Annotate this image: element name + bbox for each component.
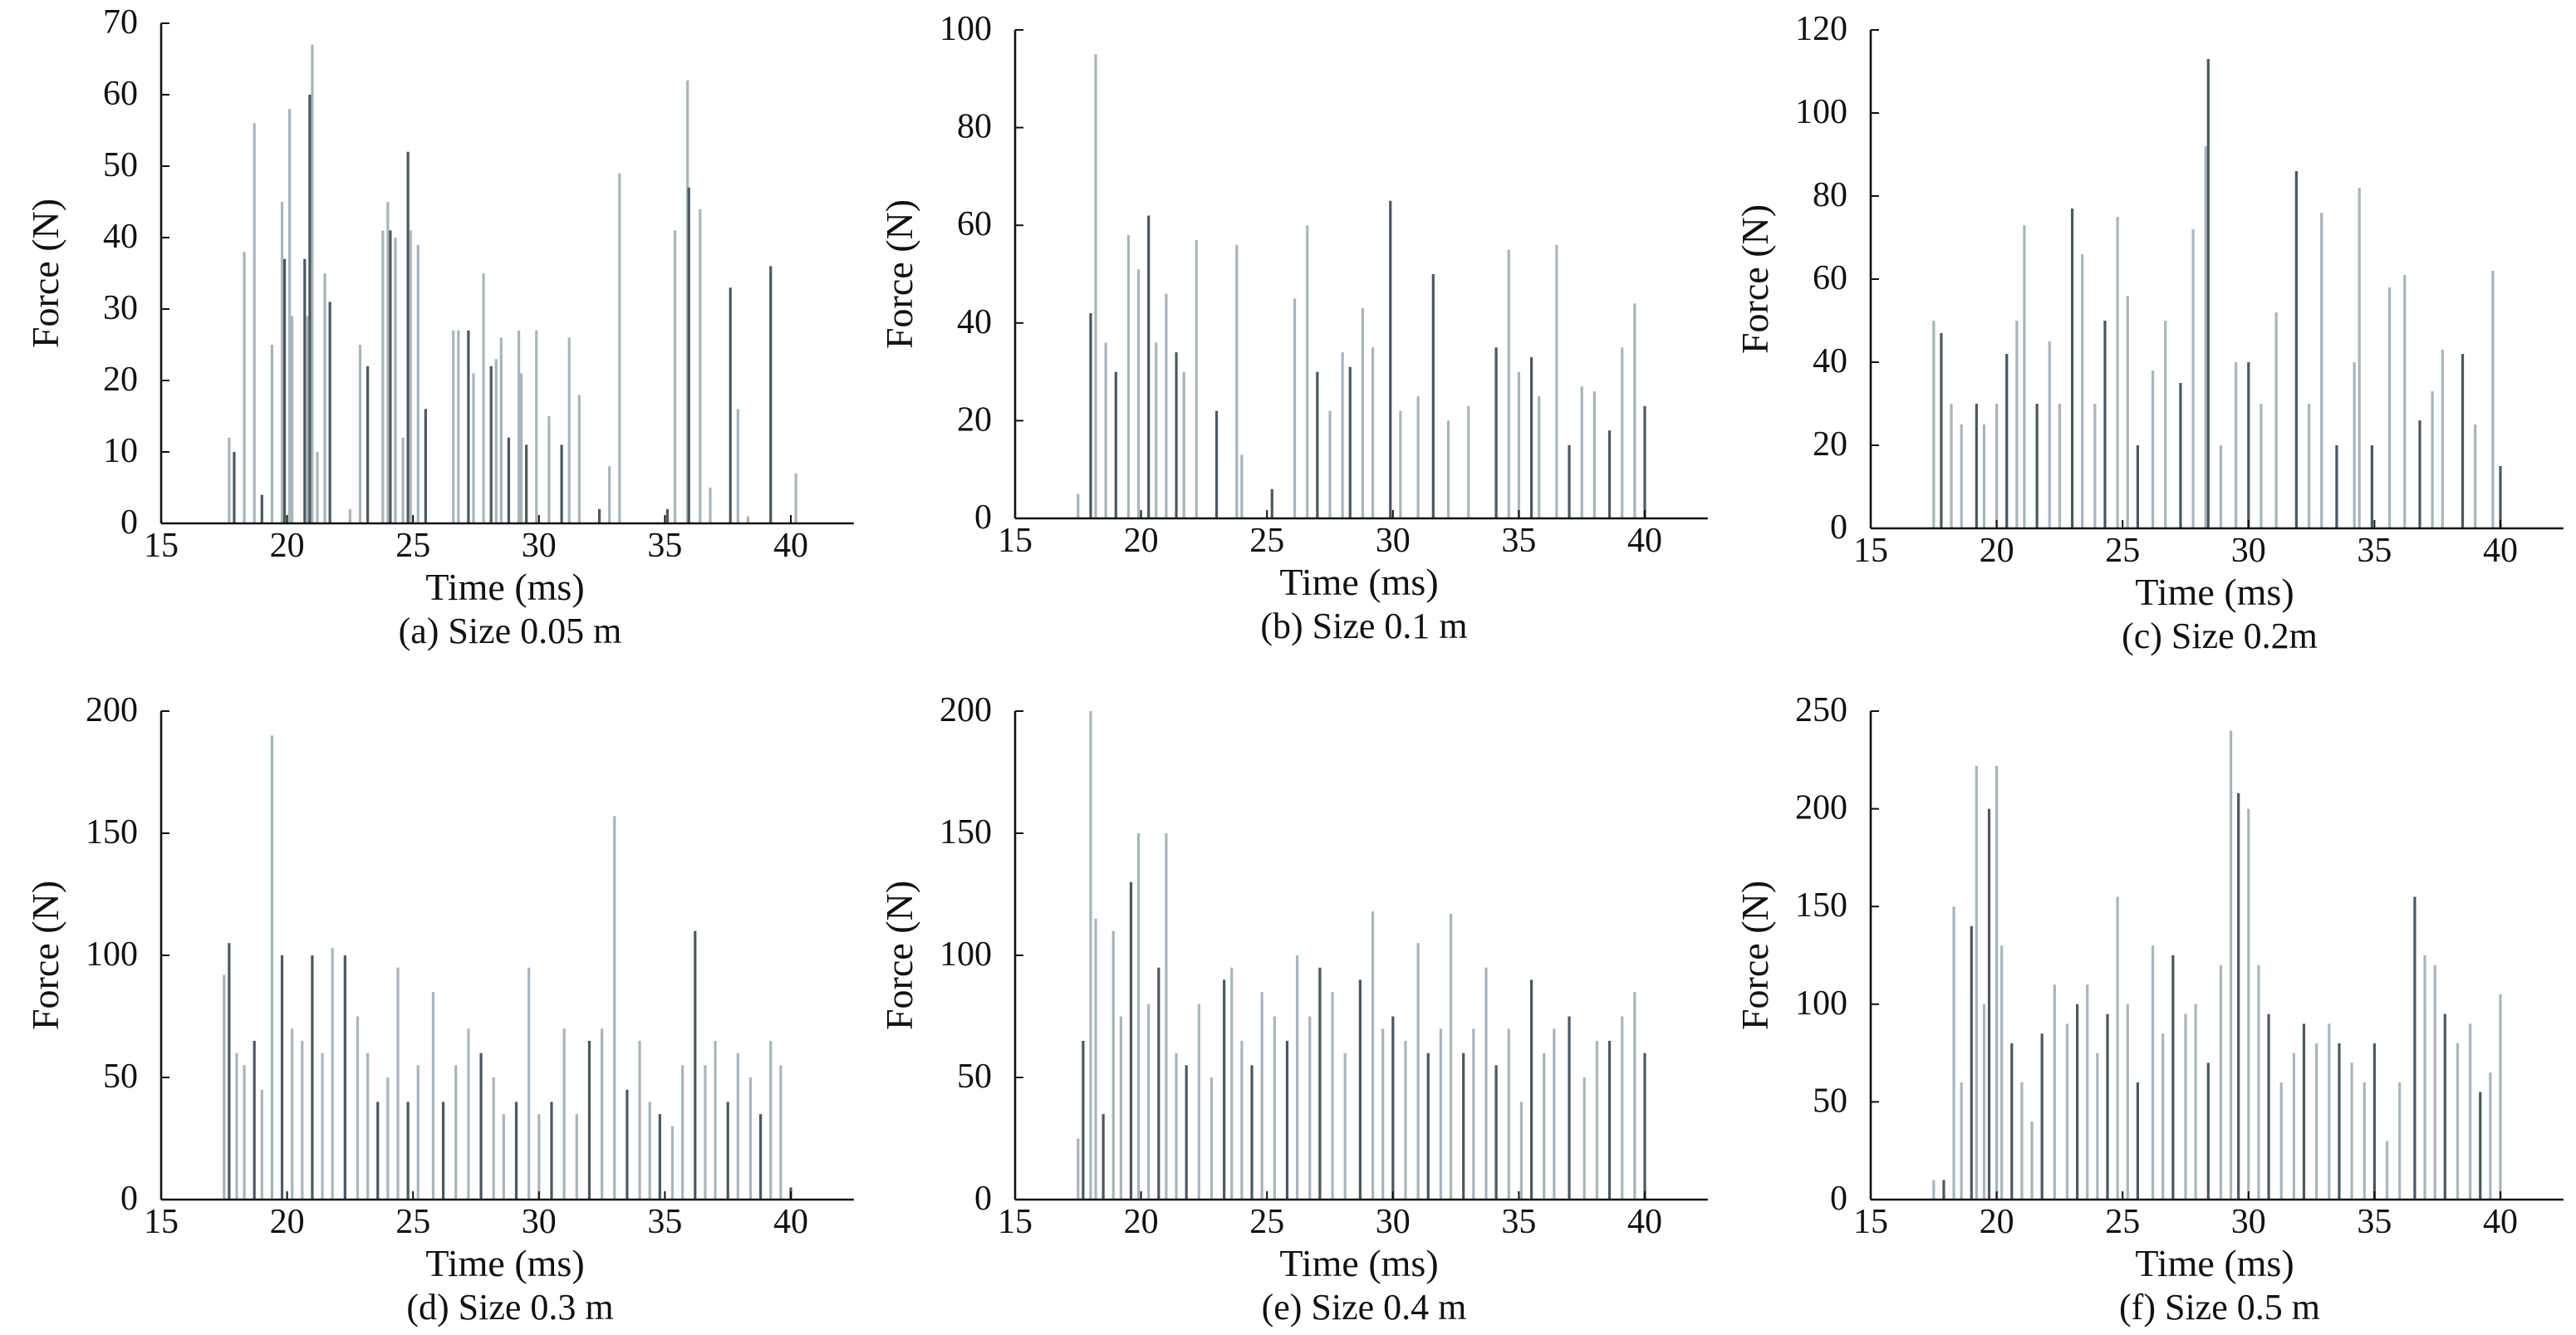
panel-b: 15 20 25 30 35 40 0 20 40 60 80 100 Time (ms) Force (… xyxy=(878,10,1708,646)
y-tick-label: 200 xyxy=(86,691,138,729)
x-axis-label: Time (ms) xyxy=(2135,571,2294,613)
x-tick-label: 35 xyxy=(2357,532,2392,570)
y-tick-label: 80 xyxy=(957,108,992,146)
x-tick-label: 30 xyxy=(1376,1203,1411,1241)
x-tick-label: 30 xyxy=(2231,1203,2266,1241)
y-tick-label: 30 xyxy=(103,289,138,327)
y-tick-label: 60 xyxy=(957,205,992,243)
x-tick-label: 30 xyxy=(522,1203,557,1241)
y-tick-label: 40 xyxy=(957,303,992,341)
x-tick-label: 20 xyxy=(1124,522,1159,560)
y-tick-label: 120 xyxy=(1795,10,1847,48)
y-tick-label: 60 xyxy=(103,75,138,113)
x-tick-label: 40 xyxy=(773,1203,808,1241)
x-tick-label: 40 xyxy=(2483,532,2518,570)
x-axis-label: Time (ms) xyxy=(1279,561,1438,603)
y-tick-label: 70 xyxy=(103,3,138,42)
y-axis-label: Force (N) xyxy=(24,199,66,348)
x-tick-label: 35 xyxy=(1501,1203,1536,1241)
x-tick-label: 35 xyxy=(647,1203,682,1241)
x-tick-label: 30 xyxy=(522,527,557,565)
x-tick-label: 40 xyxy=(2483,1203,2518,1241)
y-tick-label: 150 xyxy=(86,813,138,852)
panel-a: 15 20 25 30 35 40 0 10 20 30 40 50 60 70 Time (ms) Forc… xyxy=(24,3,854,651)
x-axis-label: Time (ms) xyxy=(425,566,584,608)
x-tick-label: 15 xyxy=(998,522,1033,560)
y-tick-label: 40 xyxy=(103,218,138,256)
y-tick-label: 20 xyxy=(957,400,992,439)
y-tick-label: 60 xyxy=(1813,259,1847,297)
y-axis-label: Force (N) xyxy=(24,881,66,1030)
panel-c: 15 20 25 30 35 40 0 20 40 60 80 100 120 Time (ms) Forc… xyxy=(1734,10,2564,656)
y-tick-label: 200 xyxy=(940,691,992,729)
x-axis-label: Time (ms) xyxy=(425,1242,584,1284)
y-tick-label: 100 xyxy=(940,935,992,974)
y-tick-label: 10 xyxy=(103,432,138,470)
x-tick-label: 40 xyxy=(773,527,808,565)
x-tick-label: 20 xyxy=(1124,1203,1159,1241)
x-tick-label: 25 xyxy=(1249,1203,1284,1241)
x-tick-label: 15 xyxy=(1853,532,1888,570)
y-tick-label: 200 xyxy=(1795,789,1847,827)
panel-caption: (e) Size 0.4 m xyxy=(1262,1287,1467,1328)
y-tick-label: 0 xyxy=(974,498,992,537)
x-tick-label: 15 xyxy=(144,1203,179,1241)
y-tick-label: 0 xyxy=(120,503,138,542)
y-tick-label: 20 xyxy=(103,361,138,399)
x-tick-label: 15 xyxy=(998,1203,1033,1241)
x-tick-label: 30 xyxy=(2231,532,2266,570)
x-tick-label: 15 xyxy=(144,527,179,565)
y-tick-label: 100 xyxy=(86,935,138,974)
y-tick-label: 100 xyxy=(940,10,992,48)
panel-f: 15 20 25 30 35 40 0 50 100 150 200 250 Time (ms) Forc… xyxy=(1734,691,2564,1328)
y-axis-label: Force (N) xyxy=(1734,204,1776,354)
x-tick-label: 20 xyxy=(270,527,305,565)
y-tick-label: 0 xyxy=(120,1180,138,1218)
x-tick-label: 15 xyxy=(1853,1203,1888,1241)
panel-caption: (c) Size 0.2m xyxy=(2122,616,2318,656)
y-tick-label: 250 xyxy=(1795,691,1847,729)
y-tick-label: 50 xyxy=(103,1058,138,1096)
x-tick-label: 35 xyxy=(647,527,682,565)
y-tick-label: 0 xyxy=(1830,1180,1847,1218)
x-tick-label: 40 xyxy=(1627,1203,1662,1241)
x-tick-label: 25 xyxy=(395,1203,430,1241)
panel-caption: (a) Size 0.05 m xyxy=(399,611,622,651)
x-tick-label: 20 xyxy=(1980,532,2014,570)
x-tick-label: 40 xyxy=(1627,522,1662,560)
x-tick-label: 25 xyxy=(2105,532,2140,570)
panel-caption: (d) Size 0.3 m xyxy=(406,1287,613,1328)
x-tick-label: 20 xyxy=(1980,1203,2014,1241)
x-axis-label: Time (ms) xyxy=(1279,1242,1438,1284)
y-axis-label: Force (N) xyxy=(878,881,920,1030)
y-tick-label: 0 xyxy=(974,1180,992,1218)
x-axis-label: Time (ms) xyxy=(2135,1242,2294,1284)
y-axis-label: Force (N) xyxy=(878,199,920,349)
y-tick-label: 50 xyxy=(103,146,138,184)
y-tick-label: 20 xyxy=(1813,425,1847,464)
panel-d: 15 20 25 30 35 40 0 50 100 150 200 Time (ms) Force (… xyxy=(24,691,854,1328)
x-tick-label: 25 xyxy=(2105,1203,2140,1241)
y-tick-label: 100 xyxy=(1795,984,1847,1023)
x-tick-label: 25 xyxy=(395,527,430,565)
panel-caption: (f) Size 0.5 m xyxy=(2119,1287,2320,1328)
y-tick-label: 0 xyxy=(1830,508,1847,547)
y-axis-label: Force (N) xyxy=(1734,881,1776,1030)
x-tick-label: 30 xyxy=(1376,522,1411,560)
panel-e: 15 20 25 30 35 40 0 50 100 150 200 Time (ms) Force (… xyxy=(878,691,1708,1328)
y-tick-label: 50 xyxy=(1813,1082,1847,1120)
x-tick-label: 35 xyxy=(2357,1203,2392,1241)
y-tick-label: 50 xyxy=(957,1058,992,1096)
x-tick-label: 35 xyxy=(1501,522,1536,560)
y-tick-label: 150 xyxy=(940,813,992,852)
y-tick-label: 40 xyxy=(1813,342,1847,380)
x-tick-label: 25 xyxy=(1249,522,1284,560)
y-tick-label: 100 xyxy=(1795,93,1847,131)
panel-caption: (b) Size 0.1 m xyxy=(1260,606,1467,646)
y-tick-label: 80 xyxy=(1813,176,1847,214)
y-tick-label: 150 xyxy=(1795,886,1847,925)
x-tick-label: 20 xyxy=(270,1203,305,1241)
